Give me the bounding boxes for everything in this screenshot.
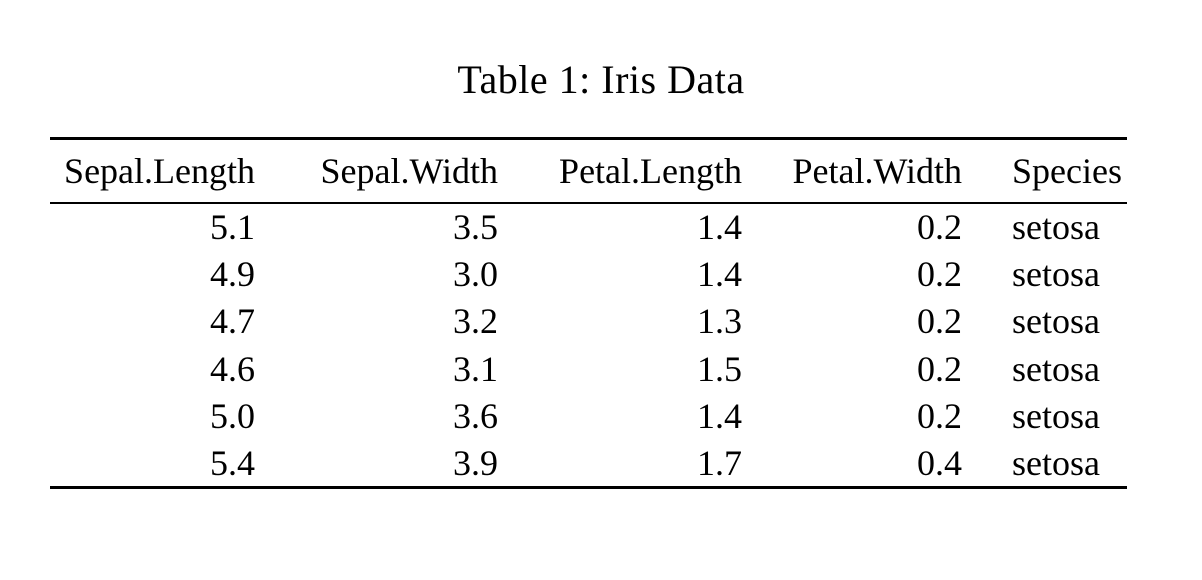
table-row: 4.7 3.2 1.3 0.2 setosa xyxy=(50,298,1127,346)
table-cell: 3.0 xyxy=(453,253,498,294)
table-cell: setosa xyxy=(1012,443,1100,483)
column-header-sepal-length: Sepal.Length xyxy=(50,138,255,204)
table-row: 4.6 3.1 1.5 0.2 setosa xyxy=(50,345,1127,393)
table-cell: 1.3 xyxy=(697,301,742,342)
table-cell: 5.0 xyxy=(210,396,255,437)
column-header-petal-width: Petal.Width xyxy=(742,138,962,204)
column-header-petal-length: Petal.Length xyxy=(498,138,742,204)
table-row: 5.4 3.9 1.7 0.4 setosa xyxy=(50,440,1127,488)
table-row: 5.0 3.6 1.4 0.2 setosa xyxy=(50,393,1127,441)
table-cell: 4.6 xyxy=(210,348,255,389)
table-cell: setosa xyxy=(1012,206,1100,247)
table-cell: setosa xyxy=(1012,396,1100,437)
table-cell: 1.7 xyxy=(697,443,742,483)
table-caption: Table 1: Iris Data xyxy=(457,57,745,102)
table-cell: 3.6 xyxy=(453,396,498,437)
table-cell: 0.2 xyxy=(917,206,962,247)
table-cell: 1.4 xyxy=(697,206,742,247)
iris-table: Sepal.Length Sepal.Width Petal.Length Pe… xyxy=(50,137,1127,489)
table-cell: 3.2 xyxy=(453,301,498,342)
table-cell: setosa xyxy=(1012,348,1100,389)
table-cell: 5.4 xyxy=(210,443,255,483)
table-cell: 1.4 xyxy=(697,253,742,294)
table-cell: 3.9 xyxy=(453,443,498,483)
table-cell: 4.9 xyxy=(210,253,255,294)
column-header-sepal-width: Sepal.Width xyxy=(255,138,498,204)
table-row: 4.9 3.0 1.4 0.2 setosa xyxy=(50,250,1127,298)
table-cell: 1.4 xyxy=(697,396,742,437)
table-cell: 5.1 xyxy=(210,206,255,247)
table-body: 5.1 3.5 1.4 0.2 setosa 4.9 3.0 1.4 0.2 setosa 4.7 3… xyxy=(50,203,1127,488)
table-cell: setosa xyxy=(1012,301,1100,342)
column-header-species: Species xyxy=(962,138,1127,204)
table-row: 5.1 3.5 1.4 0.2 setosa xyxy=(50,203,1127,251)
table-cell: 3.5 xyxy=(453,206,498,247)
table-header-row: Sepal.Length Sepal.Width Petal.Length Pe… xyxy=(50,138,1127,204)
table-cell: setosa xyxy=(1012,253,1100,294)
table-cell: 0.4 xyxy=(917,443,962,483)
table-cell: 0.2 xyxy=(917,301,962,342)
table-cell: 3.1 xyxy=(453,348,498,389)
table-cell: 0.2 xyxy=(917,396,962,437)
table-cell: 0.2 xyxy=(917,348,962,389)
table-cell: 0.2 xyxy=(917,253,962,294)
table-cell: 4.7 xyxy=(210,301,255,342)
table-cell: 1.5 xyxy=(697,348,742,389)
